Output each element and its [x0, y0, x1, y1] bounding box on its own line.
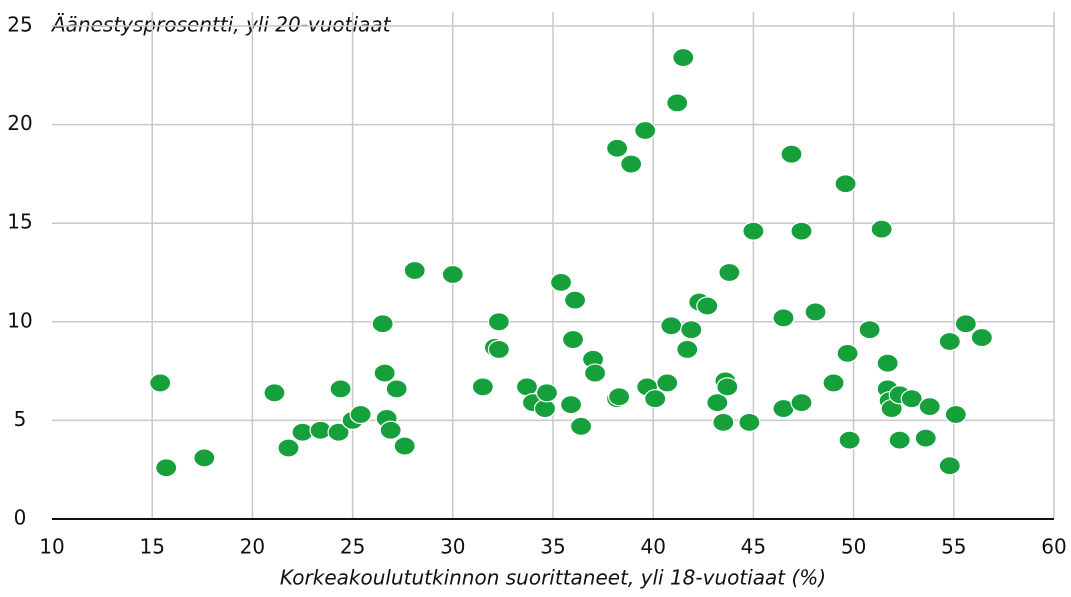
point: [563, 290, 587, 310]
point: [608, 387, 631, 407]
point: [696, 296, 719, 316]
point: [876, 353, 899, 373]
point: [403, 260, 426, 281]
point: [944, 404, 967, 425]
point: [644, 389, 667, 409]
point: [918, 396, 941, 417]
point: [790, 221, 813, 241]
point: [379, 420, 402, 440]
point: [620, 154, 643, 174]
point: [327, 422, 350, 442]
point: [393, 436, 416, 456]
point: [533, 398, 557, 419]
x-tick-label: 10: [39, 535, 64, 559]
point: [676, 339, 699, 360]
y-tick-label: 0: [14, 506, 27, 530]
point: [780, 144, 803, 164]
x-tick-label: 30: [440, 535, 465, 559]
x-tick-label: 15: [139, 535, 164, 559]
x-tick-label: 40: [640, 535, 665, 559]
point: [888, 430, 911, 450]
point: [836, 343, 859, 363]
y-tick-label: 10: [7, 308, 32, 332]
point: [263, 383, 286, 403]
point: [822, 373, 845, 393]
point: [385, 379, 408, 399]
point: [706, 393, 729, 413]
point: [583, 363, 607, 383]
x-tick-label: 25: [340, 535, 365, 559]
point: [790, 393, 813, 413]
x-tick-label: 55: [941, 535, 966, 559]
point: [666, 93, 689, 113]
point: [606, 138, 629, 158]
point: [277, 438, 300, 458]
point: [938, 456, 961, 476]
point: [838, 430, 861, 450]
point: [834, 174, 857, 194]
point: [193, 448, 216, 468]
y-tick-label: 15: [7, 210, 32, 234]
point: [938, 331, 961, 352]
point: [535, 383, 559, 403]
x-tick-label: 45: [741, 535, 766, 559]
point: [656, 373, 679, 393]
point: [742, 221, 765, 241]
point: [634, 120, 657, 141]
point: [858, 320, 881, 340]
point: [914, 428, 937, 448]
x-tick-label: 50: [841, 535, 866, 559]
point: [559, 395, 583, 415]
point: [772, 308, 795, 328]
point: [569, 416, 593, 436]
point: [155, 458, 178, 478]
y-tick-label: 5: [14, 407, 27, 431]
point: [149, 373, 172, 393]
x-axis-title: Korkeakoulututkinnon suorittaneet, yli 1…: [280, 566, 826, 590]
x-tick-label: 35: [540, 535, 565, 559]
point: [549, 272, 573, 292]
x-tick-label: 60: [1041, 535, 1066, 559]
point: [349, 404, 372, 425]
point: [870, 219, 893, 239]
point: [804, 302, 827, 322]
point: [329, 379, 352, 399]
point: [471, 377, 494, 397]
x-tick-label: 20: [240, 535, 265, 559]
point: [970, 327, 993, 348]
point: [487, 312, 510, 332]
point: [371, 314, 394, 334]
point: [716, 377, 739, 397]
point: [561, 329, 585, 350]
point: [660, 316, 683, 336]
point: [954, 314, 977, 334]
point: [738, 412, 761, 432]
point: [672, 47, 695, 68]
point: [441, 264, 464, 285]
point: [373, 363, 396, 383]
point: [712, 412, 735, 432]
y-tick-label: 25: [7, 13, 32, 37]
y-axis-title: Äänestysprosentti, yli 20-vuotiaat: [50, 13, 392, 37]
point: [900, 389, 923, 409]
y-tick-label: 20: [7, 111, 32, 135]
point: [680, 320, 703, 340]
point: [718, 262, 741, 283]
point: [487, 339, 510, 360]
